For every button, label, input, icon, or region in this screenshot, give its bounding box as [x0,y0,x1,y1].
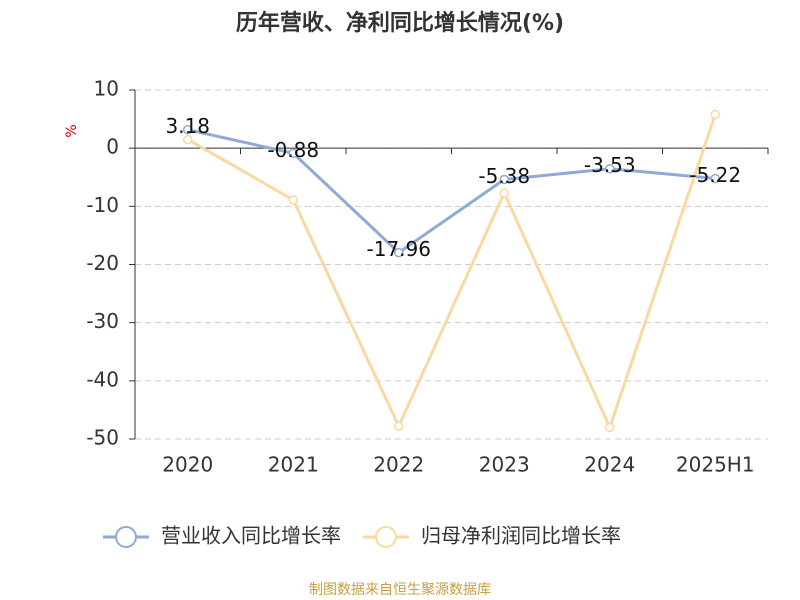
x-tick-label: 2025H1 [676,453,755,477]
data-label: -5.38 [478,164,530,188]
data-point [605,422,615,433]
data-label: -5.22 [689,163,741,187]
chart-title: 历年营收、净利同比增长情况(%) [236,10,564,36]
y-tick-label: 10 [94,77,119,101]
data-label: -17.96 [367,237,431,261]
y-tick-label: 0 [106,135,119,159]
data-point [710,173,720,184]
data-point [710,109,720,120]
legend-marker [375,526,397,548]
data-label: -0.88 [267,138,319,162]
data-point [288,148,298,159]
x-tick-label: 2022 [373,453,424,477]
data-point [183,124,193,135]
data-label: -3.53 [584,153,636,177]
data-point [288,195,298,205]
data-point [394,247,404,258]
y-tick-label: -50 [86,426,119,450]
data-point [605,163,615,174]
x-tick-label: 2024 [584,453,635,477]
data-label: 3.18 [165,114,210,138]
y-tick-label: -10 [86,193,119,217]
legend-label: 营业收入同比增长率 [161,524,341,548]
data-point [183,134,193,145]
y-tick-label: -20 [86,251,119,275]
x-tick-label: 2023 [479,453,530,477]
source-note: 制图数据来自恒生聚源数据库 [309,582,491,598]
y-tick-label: -40 [86,367,119,391]
data-point [499,174,509,185]
series-line [187,113,717,432]
data-point [499,188,509,198]
series-line [187,128,716,255]
legend-marker [115,526,137,548]
x-tick-label: 2020 [162,453,213,477]
y-tick-label: -30 [86,309,119,333]
data-point [394,421,404,431]
legend-label: 归母净利润同比增长率 [421,524,621,548]
x-tick-label: 2021 [268,453,319,477]
y-axis-label: % [64,124,80,137]
